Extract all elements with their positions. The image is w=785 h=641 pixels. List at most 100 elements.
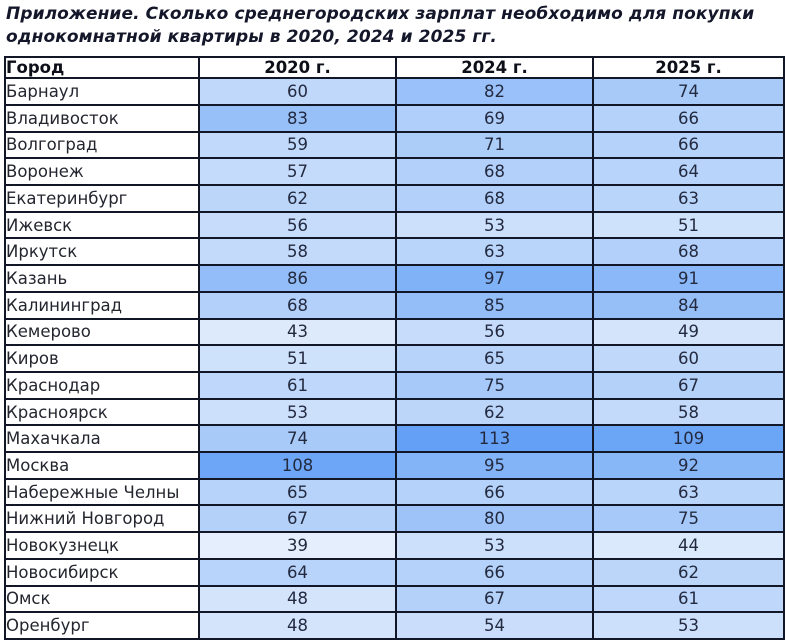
city-name: Оренбург (4, 611, 200, 641)
table-row: Иркутск 58 63 68 (4, 237, 785, 267)
table-row: Казань 86 97 91 (4, 264, 785, 293)
city-name: Волгоград (4, 130, 200, 160)
value-cell-2020: 56 (198, 210, 397, 240)
city-name: Краснодар (4, 370, 200, 400)
value-cell-2025: 61 (592, 584, 785, 614)
value-cell-2020: 61 (198, 370, 397, 400)
value-cell-2025: 44 (592, 531, 785, 560)
city-name: Нижний Новгород (4, 504, 200, 534)
value-cell-2025: 66 (592, 103, 785, 133)
value-cell-2025: 67 (592, 370, 785, 400)
value-cell-2020: 48 (198, 611, 397, 641)
value-cell-2024: 67 (395, 584, 594, 614)
value-cell-2024: 80 (395, 504, 594, 534)
value-cell-2025: 60 (592, 344, 785, 373)
value-cell-2020: 64 (198, 557, 397, 587)
city-name: Набережные Челны (4, 477, 200, 507)
value-cell-2024: 68 (395, 157, 594, 187)
value-cell-2020: 86 (198, 264, 397, 293)
page-title: Приложение. Сколько среднегородских зарп… (6, 4, 755, 48)
city-name: Иркутск (4, 237, 200, 267)
table-row: Калининград 68 85 84 (4, 290, 785, 320)
value-cell-2024: 53 (395, 210, 594, 240)
table-row: Набережные Челны 65 66 63 (4, 477, 785, 507)
value-cell-2025: 75 (592, 504, 785, 534)
value-cell-2025: 63 (592, 477, 785, 507)
table-row: Новокузнецк 39 53 44 (4, 531, 785, 560)
value-cell-2024: 66 (395, 477, 594, 507)
column-header-2020: 2020 г. (198, 56, 397, 80)
table-row: Барнаул 60 82 74 (4, 77, 785, 106)
value-cell-2020: 48 (198, 584, 397, 614)
table-row: Омск 48 67 61 (4, 584, 785, 614)
value-cell-2020: 60 (198, 77, 397, 106)
value-cell-2024: 53 (395, 531, 594, 560)
value-cell-2025: 58 (592, 397, 785, 427)
value-cell-2024: 97 (395, 264, 594, 293)
value-cell-2020: 74 (198, 424, 397, 454)
value-cell-2025: 63 (592, 184, 785, 213)
table-header-row: Город 2020 г. 2024 г. 2025 г. (4, 56, 785, 80)
table-row: Махачкала 74 113 109 (4, 424, 785, 454)
value-cell-2024: 113 (395, 424, 594, 454)
value-cell-2024: 68 (395, 184, 594, 213)
city-name: Владивосток (4, 103, 200, 133)
value-cell-2020: 53 (198, 397, 397, 427)
value-cell-2024: 56 (395, 317, 594, 347)
city-name: Новосибирск (4, 557, 200, 587)
value-cell-2024: 54 (395, 611, 594, 641)
table-row: Краснодар 61 75 67 (4, 370, 785, 400)
value-cell-2025: 74 (592, 77, 785, 106)
column-header-2024: 2024 г. (395, 56, 594, 80)
value-cell-2025: 51 (592, 210, 785, 240)
value-cell-2020: 51 (198, 344, 397, 373)
city-name: Омск (4, 584, 200, 614)
city-name: Казань (4, 264, 200, 293)
value-cell-2024: 75 (395, 370, 594, 400)
value-cell-2020: 39 (198, 531, 397, 560)
column-header-city: Город (4, 56, 200, 80)
value-cell-2025: 68 (592, 237, 785, 267)
city-name: Ижевск (4, 210, 200, 240)
value-cell-2020: 65 (198, 477, 397, 507)
city-name: Кемерово (4, 317, 200, 347)
value-cell-2024: 69 (395, 103, 594, 133)
table-body: Барнаул 60 82 74 Владивосток 83 69 66 Волгоград 5… (4, 77, 785, 641)
value-cell-2025: 64 (592, 157, 785, 187)
city-name: Москва (4, 451, 200, 480)
value-cell-2020: 57 (198, 157, 397, 187)
city-name: Екатеринбург (4, 184, 200, 213)
table-row: Новосибирск 64 66 62 (4, 557, 785, 587)
table-row: Киров 51 65 60 (4, 344, 785, 373)
value-cell-2020: 108 (198, 451, 397, 480)
value-cell-2020: 43 (198, 317, 397, 347)
city-name: Новокузнецк (4, 531, 200, 560)
value-cell-2025: 92 (592, 451, 785, 480)
table-header: Город 2020 г. 2024 г. 2025 г. (4, 56, 785, 80)
value-cell-2025: 91 (592, 264, 785, 293)
value-cell-2025: 84 (592, 290, 785, 320)
city-name: Махачкала (4, 424, 200, 454)
table-row: Екатеринбург 62 68 63 (4, 184, 785, 213)
table-row: Кемерово 43 56 49 (4, 317, 785, 347)
value-cell-2020: 68 (198, 290, 397, 320)
value-cell-2025: 109 (592, 424, 785, 454)
value-cell-2020: 58 (198, 237, 397, 267)
value-cell-2020: 67 (198, 504, 397, 534)
table-row: Москва 108 95 92 (4, 451, 785, 480)
table-row: Воронеж 57 68 64 (4, 157, 785, 187)
table-row: Оренбург 48 54 53 (4, 611, 785, 641)
value-cell-2024: 63 (395, 237, 594, 267)
value-cell-2024: 95 (395, 451, 594, 480)
value-cell-2024: 66 (395, 557, 594, 587)
table-row: Волгоград 59 71 66 (4, 130, 785, 160)
value-cell-2020: 83 (198, 103, 397, 133)
value-cell-2024: 62 (395, 397, 594, 427)
value-cell-2024: 71 (395, 130, 594, 160)
city-name: Красноярск (4, 397, 200, 427)
column-header-2025: 2025 г. (592, 56, 785, 80)
value-cell-2024: 85 (395, 290, 594, 320)
city-name: Киров (4, 344, 200, 373)
table-row: Красноярск 53 62 58 (4, 397, 785, 427)
